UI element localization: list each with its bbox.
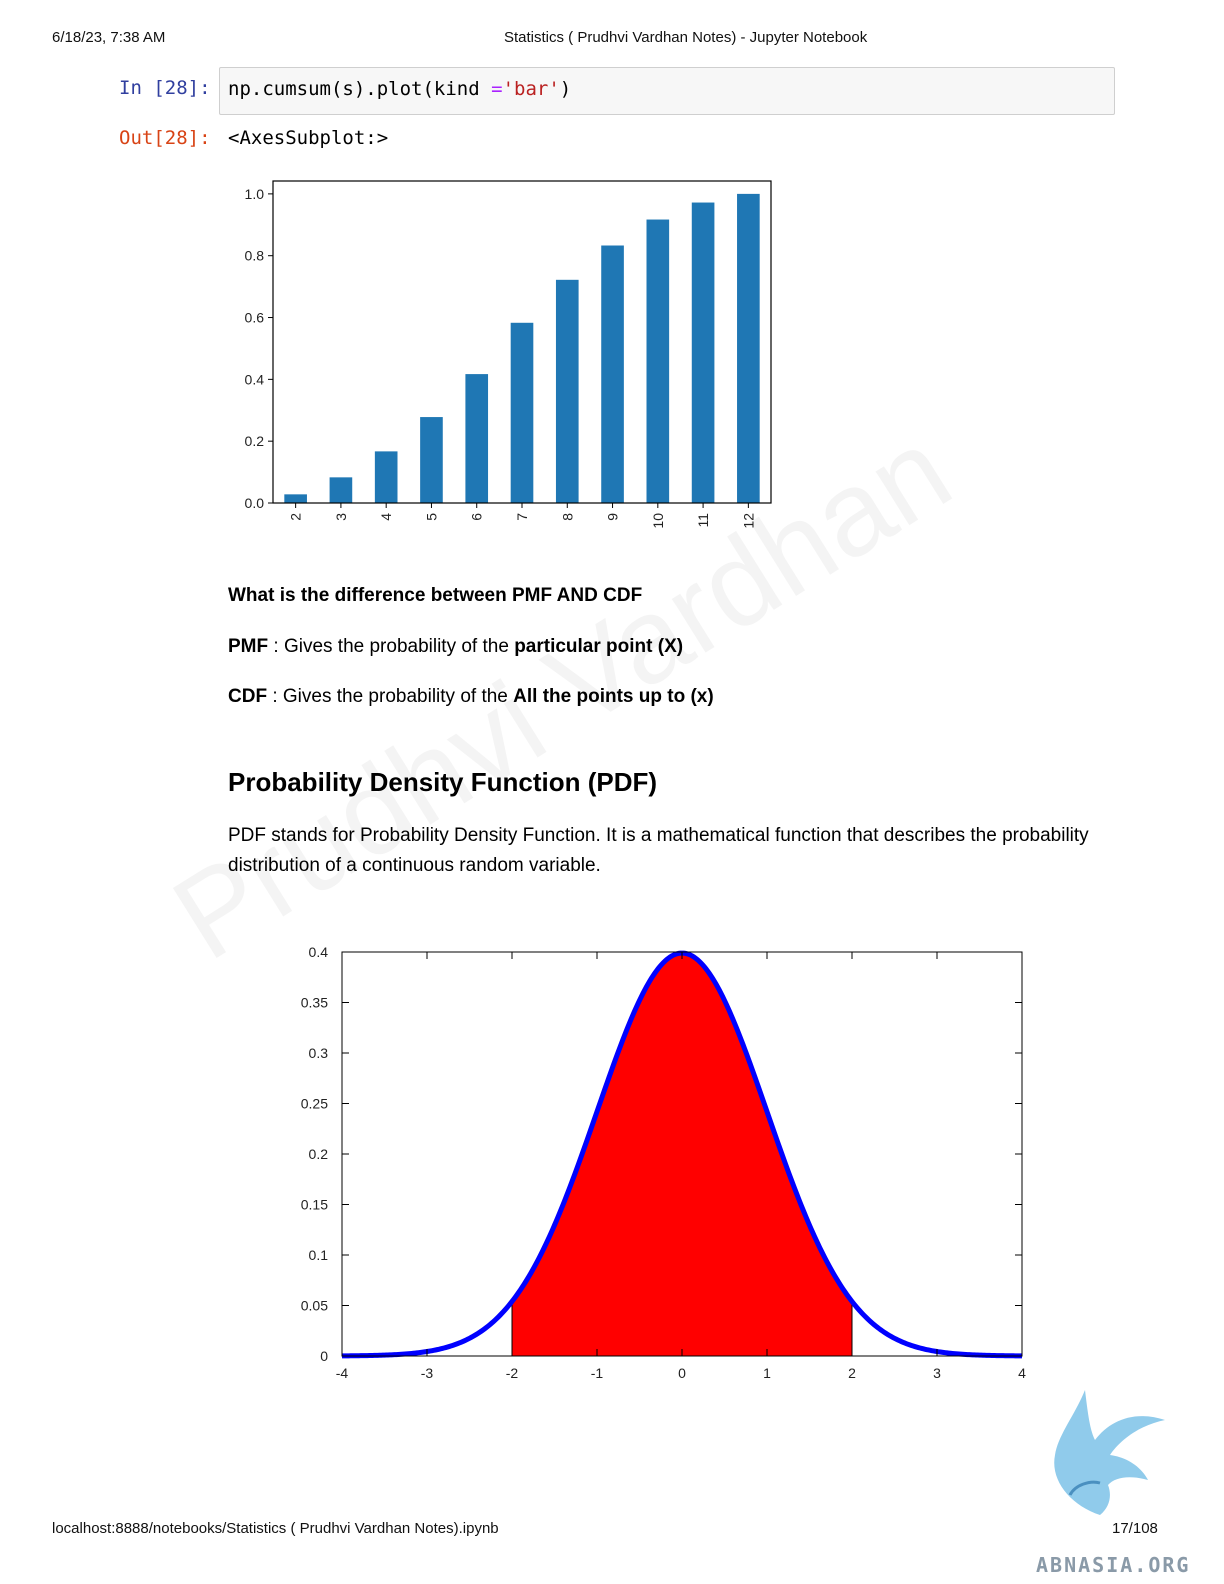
y-tick-label: 0.25 (301, 1096, 328, 1112)
x-tick-label: 12 (740, 513, 756, 529)
x-tick-label: -4 (336, 1365, 349, 1381)
output-text: <AxesSubplot:> (228, 127, 389, 149)
code-cell-input[interactable]: np.cumsum(s).plot(kind ='bar') (219, 67, 1115, 115)
pdf-heading: Probability Density Function (PDF) (228, 767, 658, 797)
y-tick-label: 0.15 (301, 1197, 328, 1213)
x-tick-label: 4 (378, 513, 394, 521)
x-tick-label: 3 (333, 513, 349, 521)
y-tick-label: 1.0 (245, 186, 265, 202)
bar (555, 279, 579, 503)
x-tick-label: 11 (695, 513, 711, 528)
y-tick-label: 0.4 (309, 944, 329, 960)
bar (374, 451, 398, 503)
bar (284, 494, 307, 503)
question-heading: What is the difference between PMF AND C… (228, 585, 643, 606)
cdf-line: CDF : Gives the probability of the All t… (228, 686, 714, 708)
y-tick-label: 0 (320, 1348, 328, 1364)
x-tick-label: 6 (469, 513, 485, 521)
bar (510, 322, 534, 503)
x-tick-label: -3 (421, 1365, 434, 1381)
page-number: 17/108 (1112, 1520, 1158, 1537)
code-text: np.cumsum(s).plot(kind (228, 78, 492, 100)
y-tick-label: 0.05 (301, 1298, 328, 1314)
code-close-paren: ) (559, 78, 572, 100)
cdf-bold: All the points up to (x) (513, 686, 714, 707)
bar (420, 417, 443, 503)
output-prompt: Out[28]: (119, 127, 211, 149)
y-tick-label: 0.3 (309, 1045, 329, 1061)
x-tick-label: 2 (848, 1365, 856, 1381)
x-tick-label: 0 (678, 1365, 686, 1381)
logo-text: ABNASIA.ORG (1036, 1553, 1191, 1577)
cdf-label: CDF (228, 686, 268, 707)
bar (691, 202, 715, 504)
shaded-area (511, 952, 853, 1357)
x-tick-label: 3 (933, 1365, 941, 1381)
print-datetime: 6/18/23, 7:38 AM (52, 29, 166, 46)
pmf-line: PMF : Gives the probability of the parti… (228, 636, 683, 658)
y-tick-label: 0.2 (245, 433, 265, 449)
x-tick-label: 1 (763, 1365, 771, 1381)
pmf-text: : Gives the probability of the (268, 636, 515, 657)
y-tick-label: 0.8 (245, 248, 265, 264)
cumsum-bar-chart: 0.0 0.2 0.4 0.6 0.8 1.0 2 3 4 5 6 7 8 9 10 11 12 (245, 180, 772, 529)
bar (465, 374, 489, 503)
cdf-text: : Gives the probability of the (267, 686, 514, 707)
y-tick-label: 0.6 (245, 310, 265, 326)
code-string: 'bar' (502, 78, 560, 100)
bar (737, 193, 760, 503)
x-tick-label: 10 (650, 513, 666, 529)
footer-url: localhost:8888/notebooks/Statistics ( Pr… (52, 1520, 499, 1537)
y-tick-label: 0.0 (245, 495, 265, 511)
x-tick-label: 5 (423, 513, 439, 521)
input-prompt: In [28]: (119, 77, 211, 99)
bar (601, 245, 624, 503)
bar (329, 477, 353, 503)
x-tick-label: -1 (591, 1365, 604, 1381)
bird-logo-icon (1054, 1390, 1165, 1515)
x-tick-label: 4 (1018, 1365, 1026, 1381)
page-title: Statistics ( Prudhvi Vardhan Notes) - Ju… (504, 29, 868, 46)
pdf-description: PDF stands for Probability Density Funct… (228, 825, 1089, 876)
code-operator: = (491, 78, 503, 100)
pmf-label: PMF (228, 636, 269, 657)
y-tick-label: 0.4 (245, 371, 265, 387)
y-tick-label: 0.1 (309, 1247, 329, 1263)
x-tick-label: -2 (506, 1365, 519, 1381)
x-tick-label: 8 (559, 513, 575, 521)
bar (646, 219, 670, 503)
x-tick-label: 9 (605, 513, 621, 521)
x-tick-label: 7 (514, 513, 530, 521)
y-tick-label: 0.35 (301, 995, 328, 1011)
pdf-normal-chart: 0 0.05 0.1 0.15 0.2 0.25 0.3 0.35 0.4 -4 -3 -2 -1 0 1 2… (301, 944, 1026, 1381)
pmf-bold: particular point (X) (514, 636, 684, 657)
y-tick-label: 0.2 (309, 1146, 329, 1162)
x-tick-label: 2 (288, 513, 304, 521)
